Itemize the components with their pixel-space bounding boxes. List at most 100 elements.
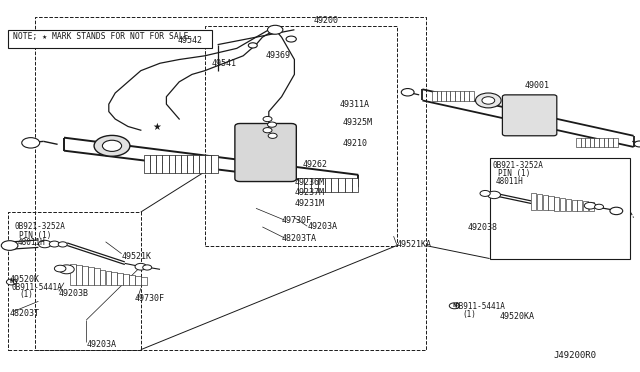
Circle shape: [263, 116, 272, 122]
Bar: [88, 267, 94, 285]
Circle shape: [59, 265, 74, 274]
Text: 49001: 49001: [525, 81, 550, 90]
Circle shape: [268, 133, 277, 138]
Bar: [576, 138, 580, 147]
Text: 48011H: 48011H: [18, 238, 45, 247]
Bar: [451, 91, 455, 101]
Bar: [436, 91, 441, 101]
Text: 49200: 49200: [314, 16, 339, 25]
Text: 492038: 492038: [467, 223, 497, 232]
Bar: [609, 138, 613, 147]
Bar: [318, 178, 324, 192]
Circle shape: [58, 242, 67, 247]
Circle shape: [488, 191, 500, 199]
Bar: [577, 201, 582, 211]
Text: 0B911-5441A: 0B911-5441A: [12, 283, 62, 292]
Text: 49203B: 49203B: [59, 289, 89, 298]
Bar: [144, 155, 150, 173]
Text: 49541: 49541: [211, 59, 236, 68]
Bar: [441, 91, 446, 101]
Text: 49730F: 49730F: [282, 216, 312, 225]
Text: 49311A: 49311A: [339, 100, 369, 109]
Bar: [70, 264, 76, 285]
Circle shape: [584, 202, 596, 209]
Bar: [595, 138, 599, 147]
Bar: [345, 178, 351, 192]
Bar: [211, 155, 218, 173]
Circle shape: [401, 89, 414, 96]
Bar: [604, 138, 609, 147]
Bar: [537, 194, 542, 210]
Bar: [460, 91, 465, 101]
Text: 49231M: 49231M: [294, 199, 324, 208]
Circle shape: [102, 140, 122, 151]
Text: 48203T: 48203T: [10, 309, 40, 318]
Bar: [175, 155, 181, 173]
Text: J49200R0: J49200R0: [554, 351, 596, 360]
Bar: [613, 138, 618, 147]
Text: 49521KA: 49521KA: [397, 240, 432, 249]
Bar: [543, 195, 548, 210]
Bar: [531, 193, 536, 210]
Bar: [324, 178, 332, 192]
Bar: [199, 155, 205, 173]
Circle shape: [54, 265, 66, 272]
Bar: [332, 178, 338, 192]
Text: 0B921-3252A: 0B921-3252A: [14, 222, 65, 231]
Bar: [455, 91, 460, 101]
Circle shape: [482, 97, 495, 104]
Circle shape: [286, 36, 296, 42]
Bar: [560, 198, 565, 211]
Circle shape: [595, 204, 604, 209]
Text: 48203TA: 48203TA: [282, 234, 317, 243]
Circle shape: [476, 93, 501, 108]
Bar: [572, 199, 577, 211]
Bar: [305, 178, 311, 192]
Bar: [566, 199, 571, 211]
Text: 49203A: 49203A: [86, 340, 116, 349]
Bar: [76, 265, 82, 285]
Bar: [311, 178, 318, 192]
Text: PIN (1): PIN (1): [498, 169, 531, 178]
Circle shape: [6, 279, 17, 285]
Circle shape: [22, 138, 40, 148]
Circle shape: [38, 240, 51, 248]
Circle shape: [135, 263, 147, 270]
Text: 49369: 49369: [266, 51, 291, 60]
Circle shape: [480, 190, 490, 196]
Bar: [150, 155, 156, 173]
Bar: [446, 91, 451, 101]
Text: N: N: [452, 303, 457, 308]
Bar: [111, 272, 117, 285]
Bar: [490, 158, 630, 259]
Bar: [117, 273, 123, 285]
Text: 48011H: 48011H: [496, 177, 524, 186]
Text: 49236M: 49236M: [294, 178, 324, 187]
Text: 49542: 49542: [178, 36, 203, 45]
Circle shape: [449, 303, 460, 309]
Circle shape: [268, 122, 276, 127]
Text: 0B911-5441A: 0B911-5441A: [454, 302, 505, 311]
Text: 49521K: 49521K: [122, 252, 152, 261]
Circle shape: [610, 207, 623, 215]
Bar: [599, 138, 604, 147]
Text: 49203A: 49203A: [307, 222, 337, 231]
Bar: [351, 178, 358, 192]
Text: 49520KA: 49520KA: [499, 312, 534, 321]
Bar: [589, 202, 594, 211]
Bar: [123, 274, 129, 285]
Bar: [106, 271, 111, 285]
Text: (1): (1): [19, 290, 33, 299]
Text: 49237M: 49237M: [294, 188, 324, 197]
Bar: [129, 275, 135, 285]
Bar: [590, 138, 595, 147]
Bar: [100, 270, 106, 285]
Circle shape: [268, 25, 283, 34]
Bar: [585, 138, 590, 147]
Circle shape: [49, 241, 60, 247]
Bar: [94, 269, 100, 285]
Circle shape: [94, 135, 130, 156]
Bar: [205, 155, 211, 173]
Text: ★: ★: [152, 122, 161, 131]
Bar: [298, 178, 305, 192]
